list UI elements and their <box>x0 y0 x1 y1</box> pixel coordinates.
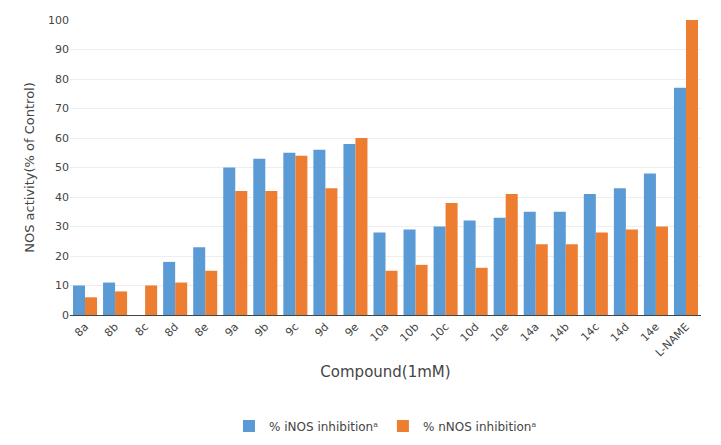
svg-text:8d: 8d <box>162 321 181 340</box>
svg-text:9e: 9e <box>343 320 362 339</box>
svg-text:30: 30 <box>55 220 69 233</box>
svg-text:9c: 9c <box>283 321 301 339</box>
svg-text:Compound(1mM): Compound(1mM) <box>320 363 450 381</box>
svg-text:100: 100 <box>48 14 69 27</box>
svg-text:60: 60 <box>55 132 69 145</box>
svg-text:80: 80 <box>55 73 69 86</box>
svg-text:9d: 9d <box>312 321 331 340</box>
svg-text:10: 10 <box>55 279 69 292</box>
svg-text:NOS activity(% of Control): NOS activity(% of Control) <box>22 82 37 253</box>
svg-text:40: 40 <box>55 191 69 204</box>
svg-text:10b: 10b <box>398 321 422 345</box>
svg-text:L-NAME: L-NAME <box>653 320 692 359</box>
svg-text:8e: 8e <box>192 320 211 339</box>
svg-text:0: 0 <box>62 309 69 322</box>
svg-text:70: 70 <box>55 102 69 115</box>
svg-text:14a: 14a <box>518 321 542 345</box>
svg-text:9a: 9a <box>222 321 241 340</box>
svg-text:9b: 9b <box>252 321 271 340</box>
svg-text:8c: 8c <box>133 321 151 339</box>
svg-text:10a: 10a <box>368 321 392 345</box>
svg-text:14b: 14b <box>548 321 572 345</box>
svg-text:14d: 14d <box>608 321 632 345</box>
svg-text:% iNOS inhibitionᵃ: % iNOS inhibitionᵃ <box>269 420 378 434</box>
svg-text:10d: 10d <box>458 321 482 345</box>
svg-text:90: 90 <box>55 43 69 56</box>
svg-text:14e: 14e <box>638 320 662 344</box>
svg-text:14c: 14c <box>578 321 601 344</box>
svg-text:8a: 8a <box>72 321 91 340</box>
svg-text:10c: 10c <box>428 321 451 344</box>
svg-text:20: 20 <box>55 250 69 263</box>
svg-text:50: 50 <box>55 161 69 174</box>
svg-text:% nNOS inhibitionᵃ: % nNOS inhibitionᵃ <box>423 420 536 434</box>
svg-text:10e: 10e <box>488 320 512 344</box>
svg-text:8b: 8b <box>102 321 121 340</box>
